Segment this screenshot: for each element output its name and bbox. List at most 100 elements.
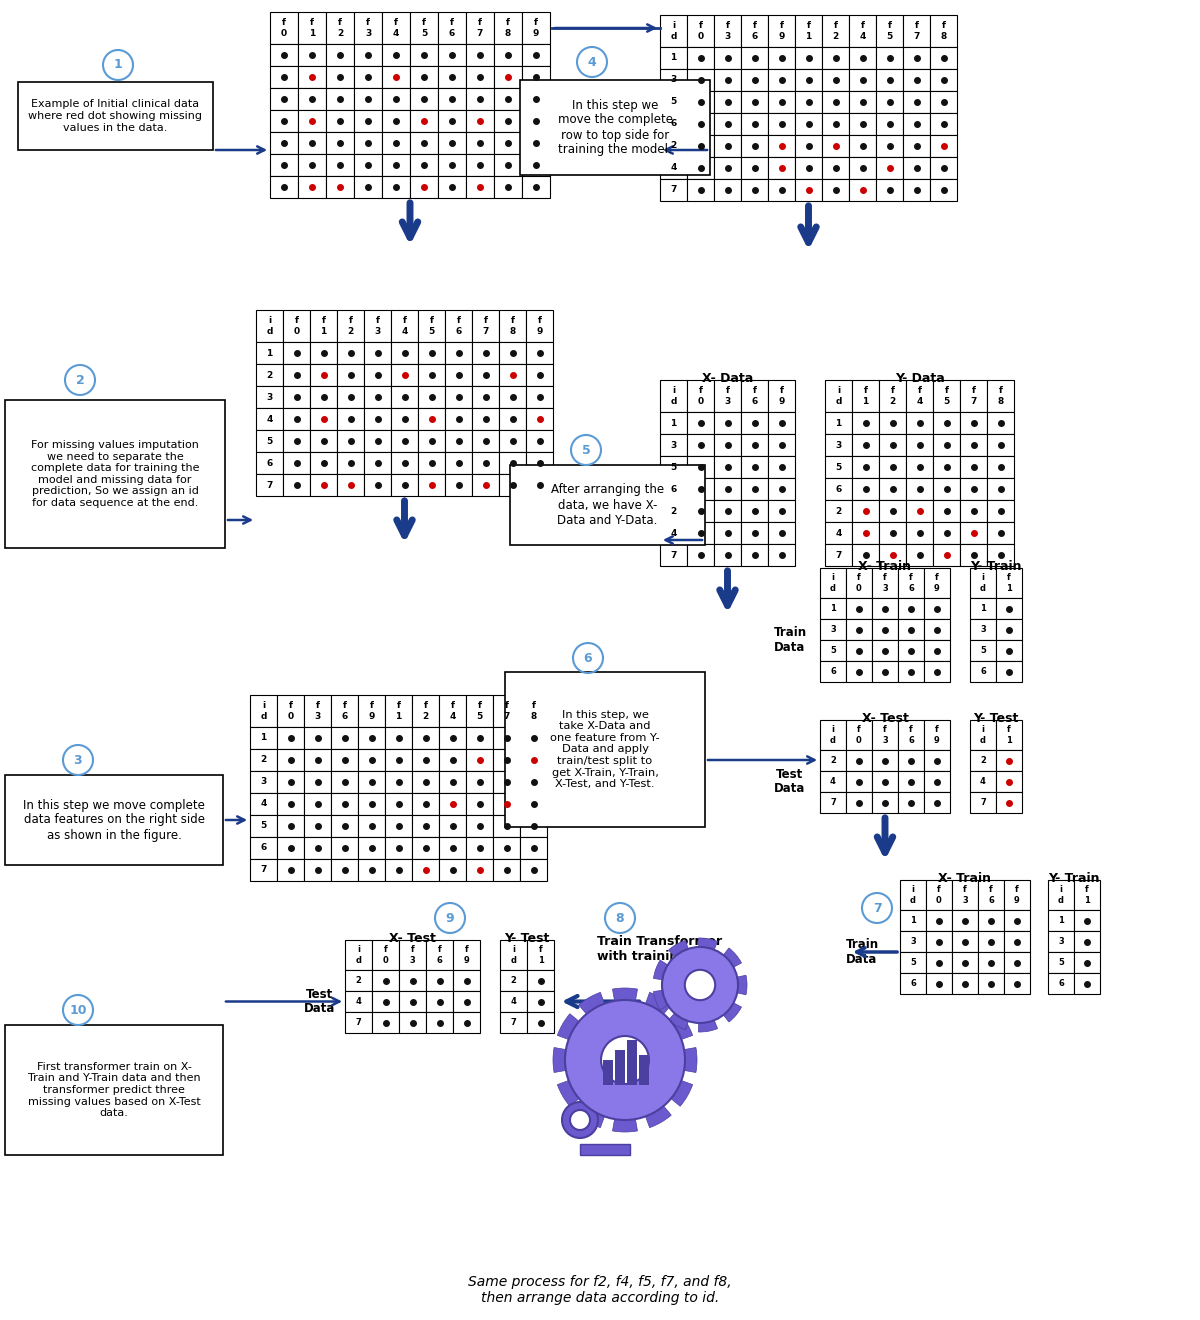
Bar	[906, 412, 934, 434]
Text: f
6: f 6	[455, 317, 462, 335]
Bar	[768, 412, 796, 434]
Bar	[660, 180, 686, 201]
Bar	[904, 180, 930, 201]
Bar	[283, 430, 310, 451]
Bar	[372, 970, 398, 991]
Bar	[906, 380, 934, 412]
Bar	[250, 696, 277, 727]
Bar	[952, 952, 978, 973]
Bar	[820, 568, 846, 598]
Bar	[283, 408, 310, 430]
Text: f
1: f 1	[1006, 725, 1012, 744]
Bar	[385, 793, 412, 814]
Bar	[445, 364, 472, 385]
Bar	[326, 132, 354, 154]
Bar	[872, 792, 898, 813]
Bar	[466, 727, 493, 748]
Bar	[768, 15, 796, 48]
Text: 1: 1	[260, 734, 266, 742]
Bar	[826, 412, 852, 434]
Bar	[391, 430, 418, 451]
Wedge shape	[644, 1105, 671, 1127]
Bar	[385, 748, 412, 771]
Bar	[714, 69, 742, 91]
Bar	[445, 474, 472, 496]
Bar	[996, 792, 1022, 813]
Bar	[714, 180, 742, 201]
Bar	[493, 748, 520, 771]
Text: 4: 4	[980, 777, 986, 785]
Text: 7: 7	[511, 1018, 516, 1027]
Bar	[354, 12, 382, 44]
Bar	[714, 500, 742, 521]
Text: 3: 3	[1058, 937, 1064, 946]
Bar	[304, 793, 331, 814]
Bar	[846, 619, 872, 640]
Bar	[796, 135, 822, 157]
Bar	[850, 157, 876, 180]
Text: i
d: i d	[835, 387, 841, 405]
Bar	[796, 157, 822, 180]
Bar	[986, 544, 1014, 566]
Text: i
d: i d	[980, 573, 986, 593]
Bar	[493, 771, 520, 793]
Bar	[930, 180, 958, 201]
Bar	[472, 451, 499, 474]
Text: 2: 2	[260, 755, 266, 764]
Bar	[310, 385, 337, 408]
Text: f
4: f 4	[859, 21, 865, 41]
Bar	[850, 114, 876, 135]
Bar	[926, 973, 952, 994]
Bar	[742, 157, 768, 180]
Bar	[382, 44, 410, 66]
Bar	[1074, 909, 1100, 931]
Text: 4: 4	[588, 55, 596, 69]
Bar	[304, 727, 331, 748]
Bar	[439, 793, 466, 814]
Bar	[934, 521, 960, 544]
Text: 8: 8	[616, 912, 624, 924]
Bar	[5, 400, 226, 548]
Text: f
4: f 4	[392, 18, 400, 38]
Bar	[410, 44, 438, 66]
Text: 6: 6	[583, 652, 593, 664]
Bar	[1048, 909, 1074, 931]
Bar	[850, 15, 876, 48]
Bar	[337, 364, 364, 385]
Bar	[686, 135, 714, 157]
Bar	[986, 380, 1014, 412]
Bar	[904, 114, 930, 135]
Wedge shape	[654, 990, 670, 1010]
Bar	[418, 364, 445, 385]
Bar	[331, 696, 358, 727]
Text: f
3: f 3	[409, 945, 415, 965]
Bar	[660, 521, 686, 544]
Bar	[337, 451, 364, 474]
Bar	[410, 110, 438, 132]
Bar	[822, 135, 850, 157]
Wedge shape	[557, 1014, 581, 1040]
Text: 4: 4	[510, 997, 516, 1006]
Bar	[714, 412, 742, 434]
Bar	[494, 88, 522, 110]
Bar	[820, 619, 846, 640]
Bar	[660, 157, 686, 180]
Bar	[898, 598, 924, 619]
Bar	[270, 44, 298, 66]
Bar	[660, 478, 686, 500]
Bar	[660, 544, 686, 566]
Bar	[1074, 880, 1100, 909]
Wedge shape	[668, 1011, 689, 1030]
Bar	[283, 474, 310, 496]
Text: X- Train: X- Train	[938, 873, 991, 884]
Text: Y- Test: Y- Test	[504, 932, 550, 945]
Text: 7: 7	[671, 186, 677, 194]
Bar	[686, 521, 714, 544]
Bar	[820, 719, 846, 750]
Text: 1: 1	[671, 54, 677, 62]
Bar	[472, 474, 499, 496]
Bar	[410, 132, 438, 154]
Bar	[898, 719, 924, 750]
Text: 1: 1	[266, 348, 272, 358]
Text: 5: 5	[980, 645, 986, 655]
